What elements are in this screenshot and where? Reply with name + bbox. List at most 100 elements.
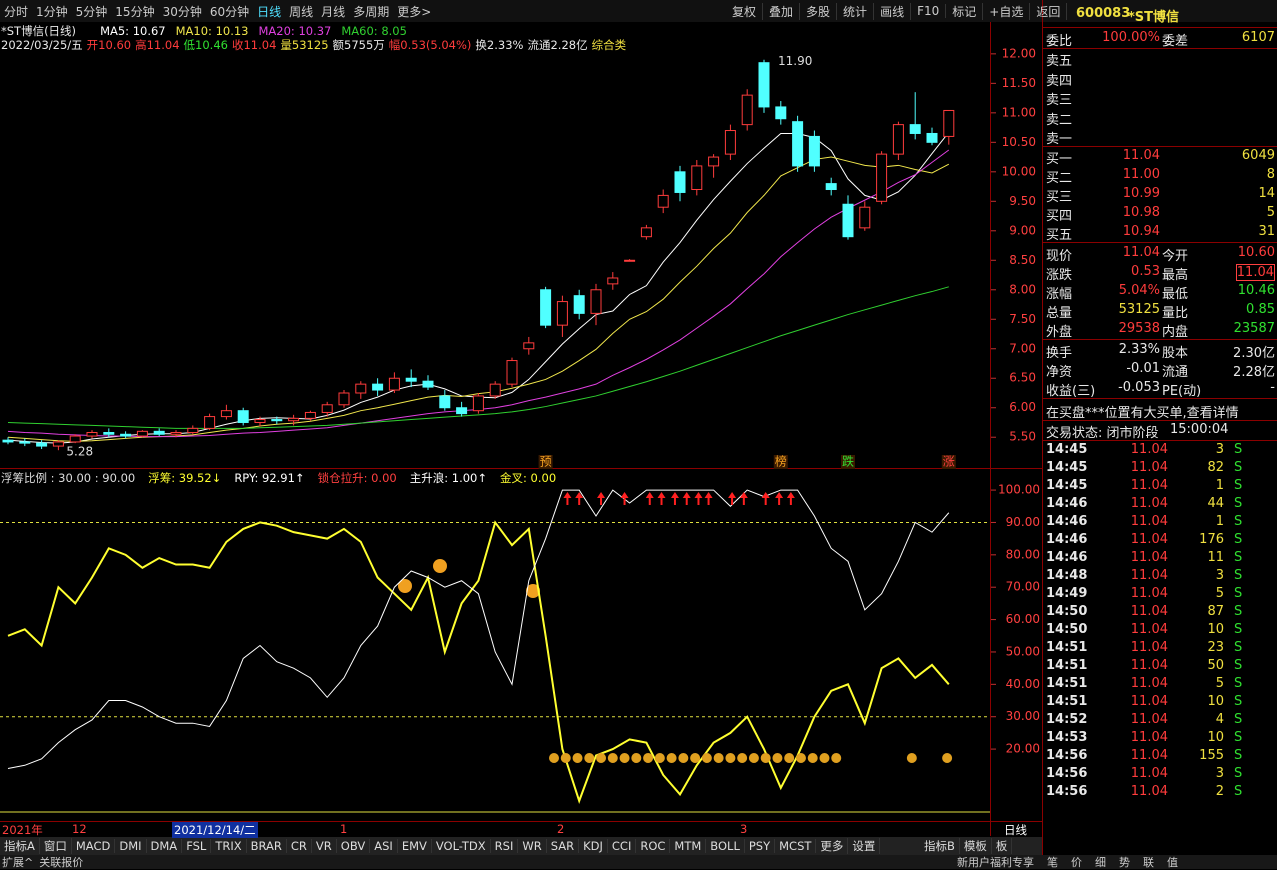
- indicator-tab[interactable]: 模板: [960, 838, 992, 854]
- candle-body: [523, 342, 535, 350]
- toolbar-button[interactable]: F10: [911, 4, 947, 18]
- trade-cell: 11.04: [1130, 766, 1168, 781]
- signal-arrow: [682, 492, 691, 505]
- toolbar-button[interactable]: 复权: [726, 2, 764, 20]
- signal-bag: [807, 753, 818, 763]
- indicator-tab[interactable]: 指标B: [920, 838, 960, 854]
- indicator-tab[interactable]: FSL: [182, 839, 212, 853]
- indicator-tab[interactable]: DMA: [147, 839, 183, 853]
- indicator-tab[interactable]: OBV: [337, 839, 371, 853]
- bottom-tab[interactable]: 关联报价: [39, 856, 84, 869]
- bottom-tab[interactable]: 笔: [1047, 856, 1058, 869]
- signal-arrow: [775, 492, 784, 505]
- toolbar-tab[interactable]: 多周期: [353, 4, 390, 19]
- indicator-tab[interactable]: DMI: [115, 839, 147, 853]
- trade-status: 交易状态: 闭市阶段: [1046, 426, 1159, 441]
- candle-body: [573, 295, 585, 314]
- trade-cell: 14:45: [1046, 478, 1088, 493]
- y-tick-label: 7.00: [1009, 341, 1036, 355]
- stat-cell: 53125: [1118, 302, 1160, 317]
- quote-cell: 6107: [1241, 30, 1275, 45]
- trade-cell: 11.04: [1130, 784, 1168, 799]
- candle-body: [640, 227, 652, 238]
- candle-body: [86, 432, 98, 437]
- trade-cell: 155: [1199, 748, 1224, 763]
- indicator-tab[interactable]: 板: [992, 838, 1013, 854]
- indicator-tab[interactable]: VR: [312, 839, 337, 853]
- toolbar-tab[interactable]: 更多>: [397, 4, 432, 19]
- bottom-tab[interactable]: 联: [1143, 856, 1154, 869]
- indicator-tab[interactable]: EMV: [398, 839, 432, 853]
- toolbar-tab[interactable]: 日线: [257, 4, 282, 19]
- event-marker: 跌: [842, 454, 854, 469]
- trade-cell: 11.04: [1130, 694, 1168, 709]
- indicator-tab[interactable]: ASI: [370, 839, 398, 853]
- low-annotation: 5.28: [66, 445, 93, 459]
- ma-legend: *ST博信(日线) MA5: 10.67 MA10: 10.13 MA20: 10.3…: [0, 24, 417, 38]
- toolbar-button[interactable]: 返回: [1030, 2, 1068, 20]
- candle-body: [691, 165, 703, 191]
- signal-bag: [748, 753, 759, 763]
- indicator-tab[interactable]: SAR: [547, 839, 580, 853]
- bottom-tab[interactable]: 扩展^: [2, 856, 34, 869]
- trade-cell: 11.04: [1130, 676, 1168, 691]
- signal-coin: [433, 559, 447, 573]
- bottom-tab[interactable]: 细: [1095, 856, 1106, 869]
- indicator-tab[interactable]: ROC: [636, 839, 671, 853]
- indicator-tab[interactable]: BRAR: [247, 839, 287, 853]
- toolbar-button[interactable]: 画线: [874, 2, 912, 20]
- toolbar-tab[interactable]: 分时: [4, 4, 29, 19]
- indicator-tab[interactable]: BOLL: [706, 839, 745, 853]
- toolbar-tab[interactable]: 周线: [289, 4, 314, 19]
- toolbar-tab[interactable]: 5分钟: [75, 4, 108, 19]
- indicator-tab[interactable]: TRIX: [211, 839, 247, 853]
- info-item: 额5755万: [332, 38, 385, 52]
- indicator-tab[interactable]: 窗口: [40, 838, 72, 854]
- candle-body: [321, 404, 333, 413]
- stat-cell: 净资: [1046, 365, 1073, 380]
- toolbar-tab[interactable]: 30分钟: [162, 4, 202, 19]
- indicator-tab[interactable]: CCI: [608, 839, 637, 853]
- indicator-tab[interactable]: RSI: [491, 839, 519, 853]
- bottom-tab[interactable]: 值: [1167, 856, 1178, 869]
- indicator-legend-item: RPY: 92.91↑: [234, 471, 305, 485]
- stat-cell: PE(动): [1162, 384, 1202, 399]
- indicator-tab[interactable]: VOL-TDX: [432, 839, 491, 853]
- toolbar-button[interactable]: 叠加: [763, 2, 801, 20]
- info-line: 2022/03/25/五 开10.60 高11.04 低10.46 收11.04 量531…: [0, 38, 629, 52]
- bottom-tab[interactable]: 新用户福利专享: [957, 856, 1034, 869]
- trade-cell: 5: [1215, 586, 1224, 601]
- indicator-tab[interactable]: MACD: [72, 839, 116, 853]
- bottom-tab[interactable]: 势: [1119, 856, 1130, 869]
- toolbar-tab[interactable]: 15分钟: [115, 4, 155, 19]
- y-tick-label: 10.50: [1002, 135, 1036, 149]
- indicator-tab[interactable]: CR: [287, 839, 312, 853]
- toolbar-button[interactable]: 标记: [946, 2, 984, 20]
- candle-body: [926, 132, 938, 143]
- toolbar-tab[interactable]: 月线: [321, 4, 346, 19]
- trade-cell: 11.04: [1130, 478, 1168, 493]
- indicator-tab[interactable]: MTM: [670, 839, 707, 853]
- indicator-tab[interactable]: WR: [518, 839, 547, 853]
- trade-cell: 11.04: [1130, 460, 1168, 475]
- toolbar-tab[interactable]: 60分钟: [209, 4, 250, 19]
- trade-cell: 14:46: [1046, 514, 1088, 529]
- indicator-tab[interactable]: PSY: [745, 839, 776, 853]
- candle-body: [405, 377, 417, 382]
- toolbar-button[interactable]: +自选: [983, 2, 1031, 20]
- indicator-tab[interactable]: 设置: [848, 838, 881, 854]
- bid-cell: 11.00: [1122, 167, 1160, 182]
- toolbar-button[interactable]: 多股: [800, 2, 838, 20]
- indicator-tab[interactable]: MCST: [775, 839, 817, 853]
- stat-cell: 11.04: [1235, 264, 1275, 281]
- toolbar-tab[interactable]: 1分钟: [36, 4, 68, 19]
- indicator-tab[interactable]: 指标A: [0, 838, 40, 854]
- bottom-tab[interactable]: 价: [1071, 856, 1082, 869]
- indicator-tab[interactable]: 更多: [816, 838, 849, 854]
- candle-body: [556, 301, 568, 326]
- toolbar-button[interactable]: 统计: [837, 2, 875, 20]
- date-label: 2021年: [2, 823, 43, 837]
- indicator-tab[interactable]: KDJ: [579, 839, 608, 853]
- trade-cell: 87: [1207, 604, 1224, 619]
- high-annotation: 11.90: [778, 54, 812, 68]
